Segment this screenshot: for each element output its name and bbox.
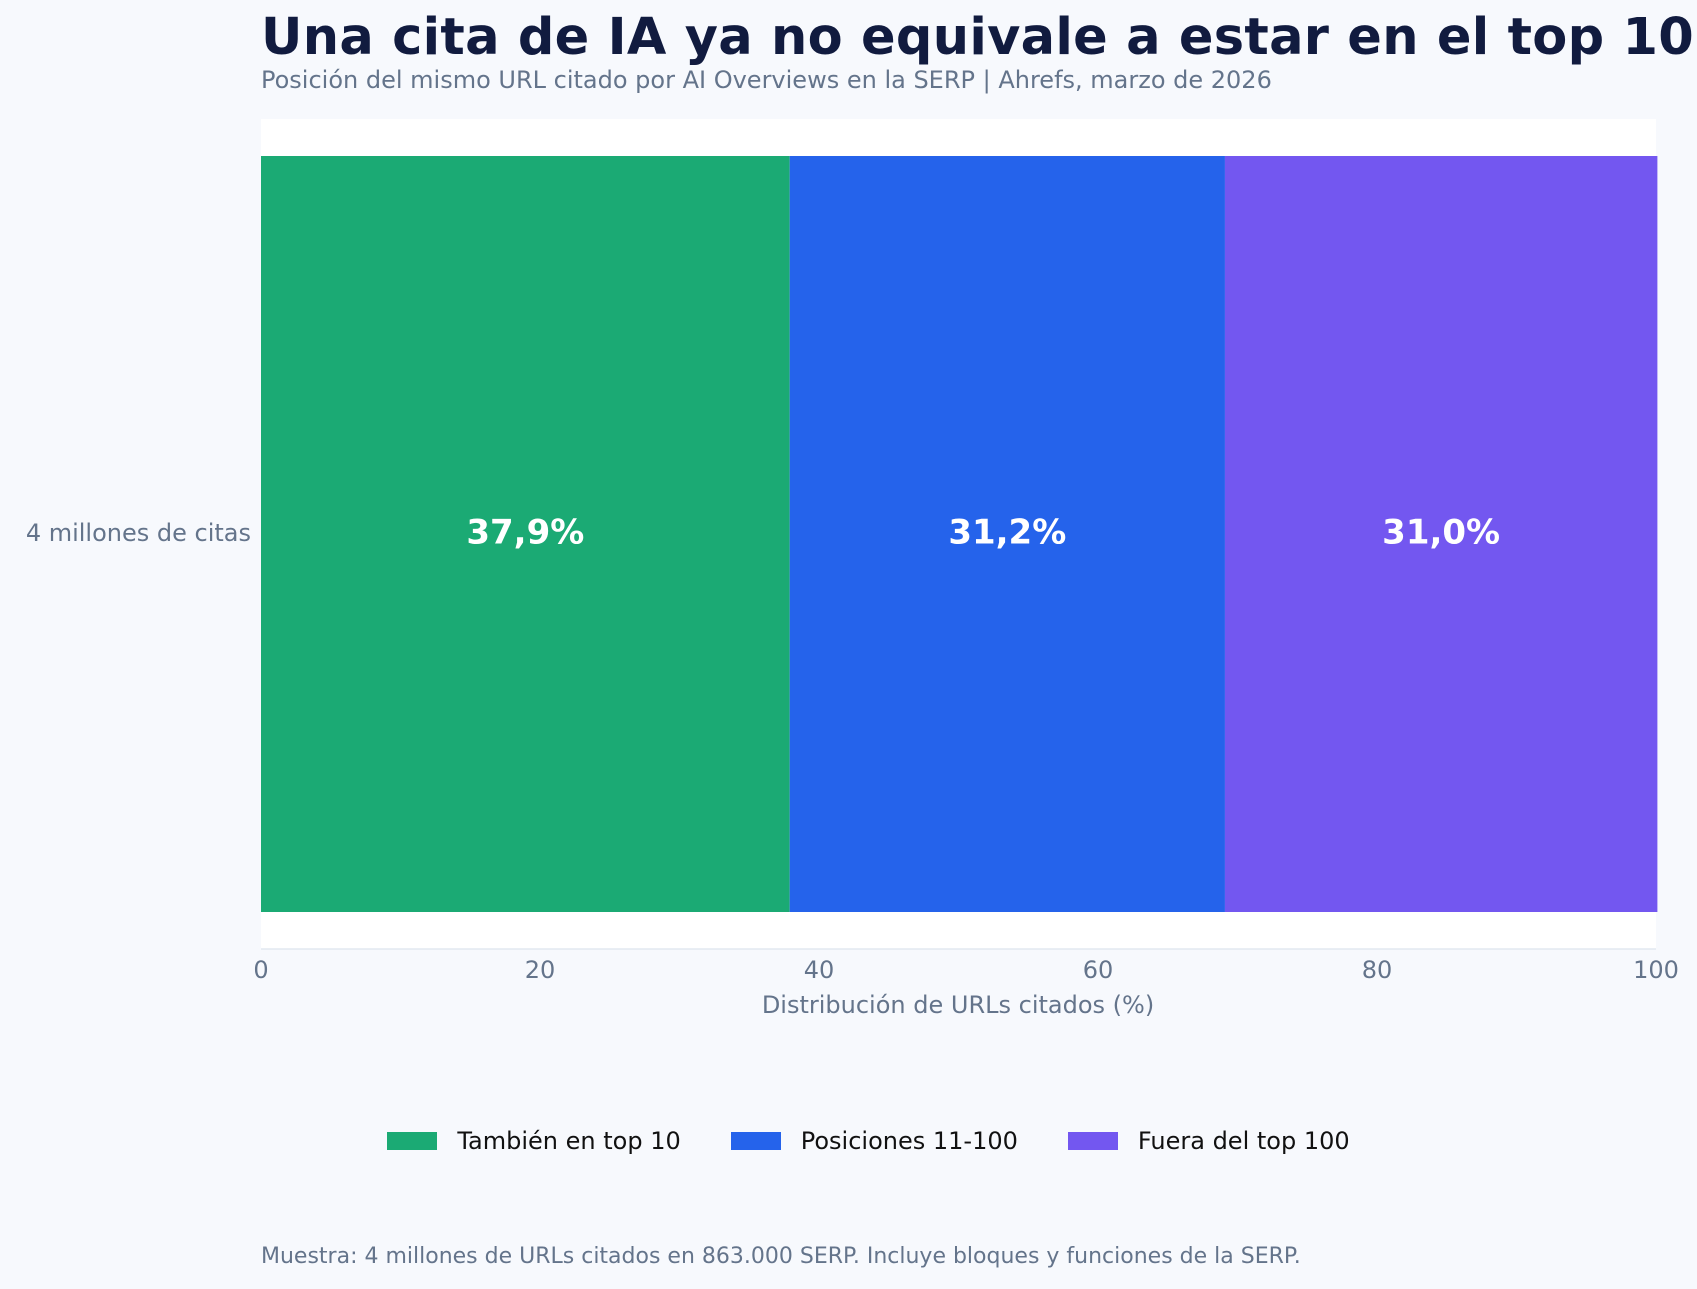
legend-item-out-top100: Fuera del top 100 <box>1067 1127 1350 1155</box>
legend: También en top 10 Posiciones 11-100 Fuer… <box>0 1127 1697 1155</box>
x-tick-label-60: 60 <box>1083 956 1114 984</box>
bar-segment-1 <box>261 156 790 912</box>
x-tick-label-0: 0 <box>253 956 268 984</box>
bars-layer: 37,9% 31,2% 31,0% <box>261 156 1658 912</box>
x-tick-label-80: 80 <box>1362 956 1393 984</box>
legend-label-top10: También en top 10 <box>457 1127 681 1155</box>
legend-swatch-out-top100 <box>1067 1132 1118 1150</box>
legend-swatch-11-100 <box>730 1132 781 1150</box>
x-axis-label: Distribución de URLs citados (%) <box>762 991 1154 1019</box>
bar-segment-2 <box>789 156 1225 912</box>
bar-data-label-2: 31,2% <box>948 513 1066 553</box>
chart-title: Una cita de IA ya no equivale a estar en… <box>261 8 1695 67</box>
legend-label-out-top100: Fuera del top 100 <box>1137 1127 1350 1155</box>
x-tick-label-20: 20 <box>525 956 556 984</box>
legend-item-top10: También en top 10 <box>387 1127 681 1155</box>
bar-data-label-1: 37,9% <box>466 513 584 553</box>
x-tick-label-40: 40 <box>804 956 835 984</box>
y-category-label: 4 millones de citas <box>26 519 251 547</box>
x-tick-label-100: 100 <box>1633 956 1679 984</box>
chart-footnote: Muestra: 4 millones de URLs citados en 8… <box>261 1244 1301 1269</box>
bar-segment-3 <box>1224 156 1658 912</box>
legend-swatch-top10 <box>387 1132 438 1150</box>
bar-data-label-3: 31,0% <box>1382 513 1500 553</box>
legend-item-11-100: Posiciones 11-100 <box>730 1127 1018 1155</box>
xticks-layer: 0 20 40 60 80 100 <box>253 956 1679 984</box>
legend-label-11-100: Posiciones 11-100 <box>800 1127 1018 1155</box>
chart-subtitle: Posición del mismo URL citado por AI Ove… <box>261 66 1272 94</box>
